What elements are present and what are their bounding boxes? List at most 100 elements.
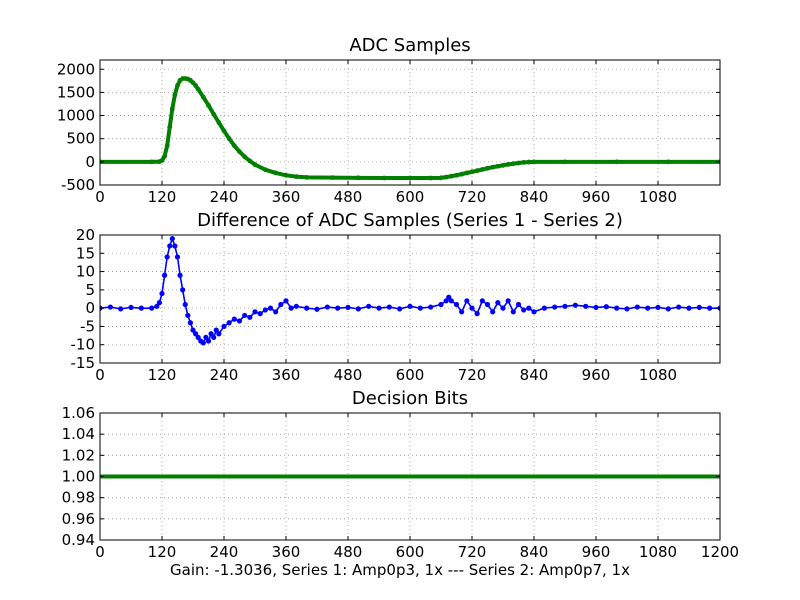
data-point xyxy=(156,300,163,306)
x-tick-label: 960 xyxy=(582,366,611,384)
data-point xyxy=(273,170,279,176)
subplot-title: ADC Samples xyxy=(349,35,470,56)
data-point xyxy=(149,159,155,165)
data-point xyxy=(304,305,310,311)
data-point xyxy=(226,320,232,326)
data-point xyxy=(516,160,521,166)
data-point xyxy=(203,334,209,340)
data-point xyxy=(593,304,599,311)
data-point xyxy=(438,301,444,308)
data-point xyxy=(583,303,589,309)
data-point xyxy=(330,175,335,180)
y-tick-label: 0.94 xyxy=(62,531,95,549)
x-tick-label: 240 xyxy=(210,366,239,384)
data-point xyxy=(562,159,568,165)
data-point xyxy=(205,338,212,344)
data-point xyxy=(174,254,181,260)
data-point xyxy=(443,298,449,304)
x-tick-label: 120 xyxy=(148,366,177,384)
x-tick-label: 1080 xyxy=(639,366,677,384)
x-tick-label: 600 xyxy=(396,188,425,206)
data-point xyxy=(448,298,454,304)
data-point xyxy=(655,304,661,311)
series-group xyxy=(100,236,720,346)
data-point xyxy=(490,309,496,315)
x-tick-label: 120 xyxy=(148,188,177,206)
x-tick-label: 1080 xyxy=(639,543,677,561)
x-tick-label: 720 xyxy=(458,188,487,206)
data-point xyxy=(164,143,170,149)
data-point xyxy=(428,175,434,181)
data-point xyxy=(213,327,219,333)
data-point xyxy=(175,83,180,88)
data-point xyxy=(474,311,480,317)
y-tick-label: 1.00 xyxy=(62,468,95,486)
data-point xyxy=(459,171,465,177)
data-point xyxy=(645,305,651,311)
data-point xyxy=(510,309,516,315)
data-point xyxy=(376,305,382,311)
data-point xyxy=(707,305,713,311)
data-point xyxy=(242,154,248,160)
data-point xyxy=(485,165,490,171)
x-tick-label: 960 xyxy=(582,188,611,206)
data-point xyxy=(459,309,465,315)
data-point xyxy=(226,136,232,142)
data-point xyxy=(495,300,501,306)
data-point xyxy=(448,173,454,179)
data-point xyxy=(208,331,214,337)
data-point xyxy=(231,143,237,149)
data-point xyxy=(552,304,558,310)
data-point xyxy=(180,287,186,293)
data-point xyxy=(195,86,201,92)
y-tick-label: 0.98 xyxy=(62,489,95,507)
series-group xyxy=(100,76,720,181)
data-point xyxy=(200,94,206,100)
data-point xyxy=(366,303,372,309)
data-point xyxy=(505,298,511,304)
data-point xyxy=(696,304,702,311)
x-tick-label: 120 xyxy=(148,543,177,561)
x-tick-label: 240 xyxy=(210,543,239,561)
data-point xyxy=(314,306,320,312)
data-point xyxy=(464,298,470,304)
data-point xyxy=(634,304,640,310)
data-point xyxy=(172,243,178,249)
data-point xyxy=(267,305,274,311)
data-point xyxy=(231,316,237,322)
x-tick-label: 480 xyxy=(334,543,363,561)
data-point xyxy=(167,124,173,130)
y-tick-label: -10 xyxy=(71,336,96,354)
data-point xyxy=(453,301,460,308)
y-tick-label: 2000 xyxy=(57,60,95,78)
y-tick-label: 0 xyxy=(85,299,95,317)
data-point xyxy=(417,305,423,311)
x-tick-label: 0 xyxy=(95,188,105,206)
data-point xyxy=(172,92,178,98)
data-point xyxy=(283,172,289,178)
data-point xyxy=(324,304,330,310)
data-point xyxy=(345,304,351,311)
data-point xyxy=(169,236,175,242)
data-point xyxy=(397,306,403,312)
y-tick-label: 10 xyxy=(76,263,95,281)
y-tick-label: 0.96 xyxy=(62,510,95,528)
data-point xyxy=(335,305,341,311)
data-point xyxy=(484,301,491,308)
data-point xyxy=(262,307,268,313)
data-point xyxy=(159,290,165,297)
data-point xyxy=(288,305,294,311)
data-point xyxy=(446,294,452,300)
data-point xyxy=(541,305,547,311)
data-point xyxy=(252,162,258,168)
data-point xyxy=(355,175,361,181)
data-point xyxy=(521,307,527,313)
data-point xyxy=(500,162,506,168)
subplot-difference: 0 120 240 360 480 600 720 840 960 1080-15-10-5051… xyxy=(71,210,721,384)
data-point xyxy=(187,320,194,326)
data-point xyxy=(154,303,160,309)
y-tick-label: 5 xyxy=(85,281,95,299)
y-tick-label: 20 xyxy=(76,226,95,244)
y-tick-label: 1.02 xyxy=(62,446,95,464)
data-point xyxy=(572,302,578,308)
